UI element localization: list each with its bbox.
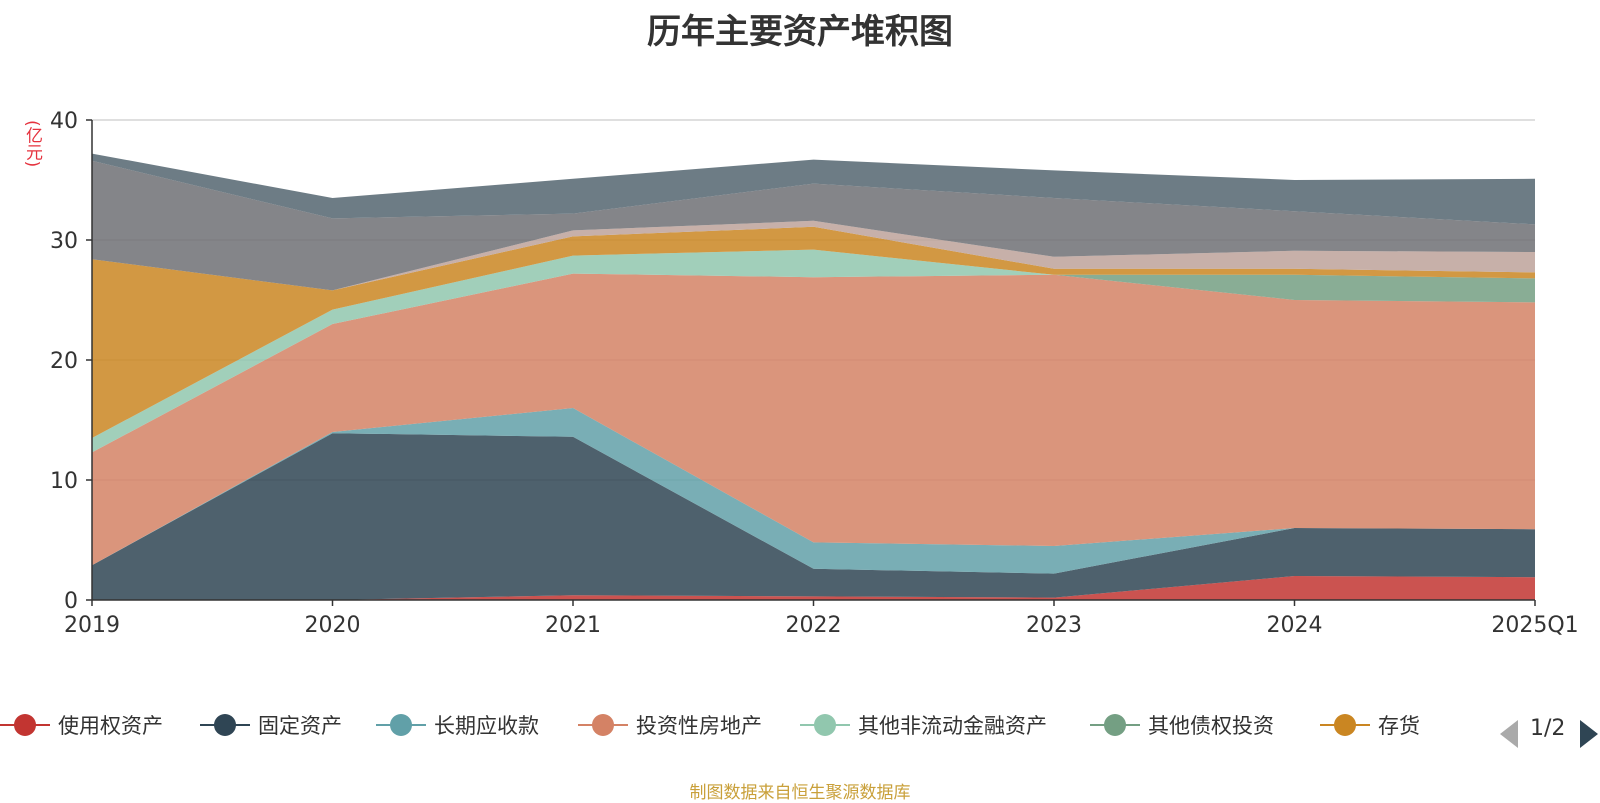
legend-dot — [814, 714, 836, 736]
y-axis-unit-label: (亿元) — [22, 120, 42, 168]
legend-marker-icon — [800, 713, 850, 737]
legend-item-4[interactable]: 其他非流动金融资产 — [800, 710, 1047, 740]
legend-marker-icon — [1090, 713, 1140, 737]
legend-next-page-icon[interactable] — [1580, 720, 1598, 748]
legend-label: 长期应收款 — [434, 714, 539, 738]
legend-dot — [1104, 714, 1126, 736]
area-series-6 — [92, 226, 1535, 438]
y-tick-label-4: 40 — [50, 109, 78, 134]
data-source-note: 制图数据来自恒生聚源数据库 — [689, 783, 911, 803]
y-tick-label-1: 10 — [50, 469, 78, 494]
legend-item-2[interactable]: 长期应收款 — [376, 710, 539, 740]
legend-item-1[interactable]: 固定资产 — [200, 710, 342, 740]
legend-item-6[interactable]: 存货 — [1320, 710, 1420, 740]
legend-label: 使用权资产 — [58, 714, 163, 738]
y-tick-label-0: 0 — [64, 589, 78, 614]
legend-marker-icon — [376, 713, 426, 737]
x-tick-label-2: 2021 — [545, 613, 601, 638]
legend-item-5[interactable]: 其他债权投资 — [1090, 710, 1274, 740]
legend-dot — [592, 714, 614, 736]
legend-dot — [1334, 714, 1356, 736]
legend-marker-icon — [578, 713, 628, 737]
x-tick-label-0: 2019 — [64, 613, 120, 638]
legend: 使用权资产 固定资产 长期应收款 投资性房地产 其他非流动金融资产 其他债权投资… — [0, 700, 1600, 750]
legend-dot — [214, 714, 236, 736]
legend-marker-icon — [0, 713, 50, 737]
legend-item-3[interactable]: 投资性房地产 — [578, 710, 762, 740]
area-series — [92, 153, 1535, 600]
legend-marker-icon — [1320, 713, 1370, 737]
legend-item-0[interactable]: 使用权资产 — [0, 710, 163, 740]
legend-label: 其他非流动金融资产 — [858, 714, 1047, 738]
legend-label: 投资性房地产 — [636, 714, 762, 738]
legend-page-indicator: 1/2 — [1530, 716, 1566, 741]
area-series-7 — [92, 220, 1535, 291]
y-tick-label-2: 20 — [50, 349, 78, 374]
area-series-0 — [92, 576, 1535, 600]
chart-title: 历年主要资产堆积图 — [647, 12, 953, 52]
area-series-1 — [92, 433, 1535, 600]
legend-label: 其他债权投资 — [1148, 714, 1274, 738]
legend-label: 存货 — [1378, 714, 1420, 738]
area-series-9 — [92, 153, 1535, 225]
legend-dot — [14, 714, 36, 736]
axes: 0 10 20 30 40 2019 2020 2021 2022 2023 2024 2025Q1 — [50, 109, 1579, 638]
legend-dot — [390, 714, 412, 736]
x-tick-label-1: 2020 — [305, 613, 361, 638]
y-tick-label-3: 30 — [50, 229, 78, 254]
area-series-3 — [92, 273, 1535, 566]
legend-marker-icon — [200, 713, 250, 737]
legend-prev-page-icon[interactable] — [1500, 720, 1518, 748]
legend-label: 固定资产 — [258, 714, 342, 738]
area-series-8 — [92, 160, 1535, 291]
x-tick-label-5: 2024 — [1267, 613, 1323, 638]
x-tick-label-3: 2022 — [786, 613, 842, 638]
stacked-area-chart: 0 10 20 30 40 2019 2020 2021 2022 2023 2024 2025Q1 — [50, 109, 1579, 638]
x-tick-label-6: 2025Q1 — [1491, 613, 1578, 638]
x-tick-label-4: 2023 — [1026, 613, 1082, 638]
